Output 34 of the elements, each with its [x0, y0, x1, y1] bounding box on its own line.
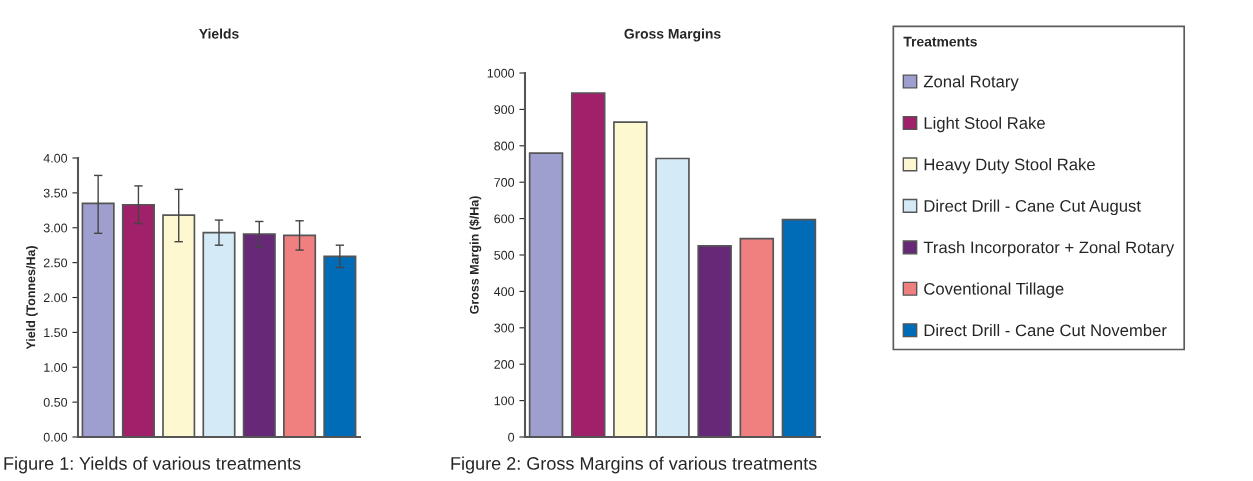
- y-tick-label: 1.00: [44, 363, 68, 372]
- caption: Figure 2: Gross Margins of various treatments: [451, 456, 817, 474]
- legend-label: Coventional Tillage: [924, 282, 1064, 299]
- y-axis-title: Yield (Tonnes/Ha): [26, 246, 38, 350]
- y-tick-label: 300: [494, 323, 515, 333]
- y-tick-label: 0: [508, 432, 515, 442]
- chart-title: Gross Margins: [624, 28, 721, 42]
- y-tick-label: 200: [494, 360, 515, 369]
- legend-label: Light Stool Rake: [924, 116, 1045, 133]
- legend-title: Treatments: [903, 36, 977, 47]
- y-tick-label: 0.50: [43, 397, 68, 407]
- y-tick-label: 2.00: [43, 293, 68, 303]
- y-tick-label: 500: [494, 250, 515, 260]
- y-tick-label: 2.50: [43, 258, 68, 268]
- caption: Figure 1: Yields of various treatments: [4, 456, 301, 474]
- y-tick-label: 400: [494, 287, 515, 297]
- y-tick-label: 600: [494, 214, 515, 224]
- legend-label: Trash Incorporator + Zonal Rotary: [923, 241, 1175, 257]
- legend-label: Zonal Rotary: [923, 75, 1019, 91]
- chart-title: Yields: [199, 28, 239, 39]
- y-tick-label: 1.50: [44, 328, 68, 338]
- y-tick-label: 100: [494, 396, 515, 406]
- y-tick-label: 800: [494, 141, 515, 151]
- y-tick-label: 0.00: [43, 432, 68, 442]
- legend-label: Direct Drill - Cane Cut November: [924, 323, 1167, 337]
- legend-label: Heavy Duty Stool Rake: [924, 158, 1095, 174]
- y-tick-label: 1000: [487, 68, 515, 78]
- y-tick-label: 700: [494, 178, 515, 187]
- y-tick-label: 3.50: [43, 188, 68, 198]
- y-tick-label: 900: [494, 105, 515, 115]
- y-tick-label: 4.00: [43, 153, 68, 163]
- y-tick-label: 3.00: [43, 223, 68, 233]
- y-axis-title: Gross Margin ($/Ha): [469, 196, 482, 314]
- legend-label: Direct Drill - Cane Cut August: [924, 199, 1141, 216]
